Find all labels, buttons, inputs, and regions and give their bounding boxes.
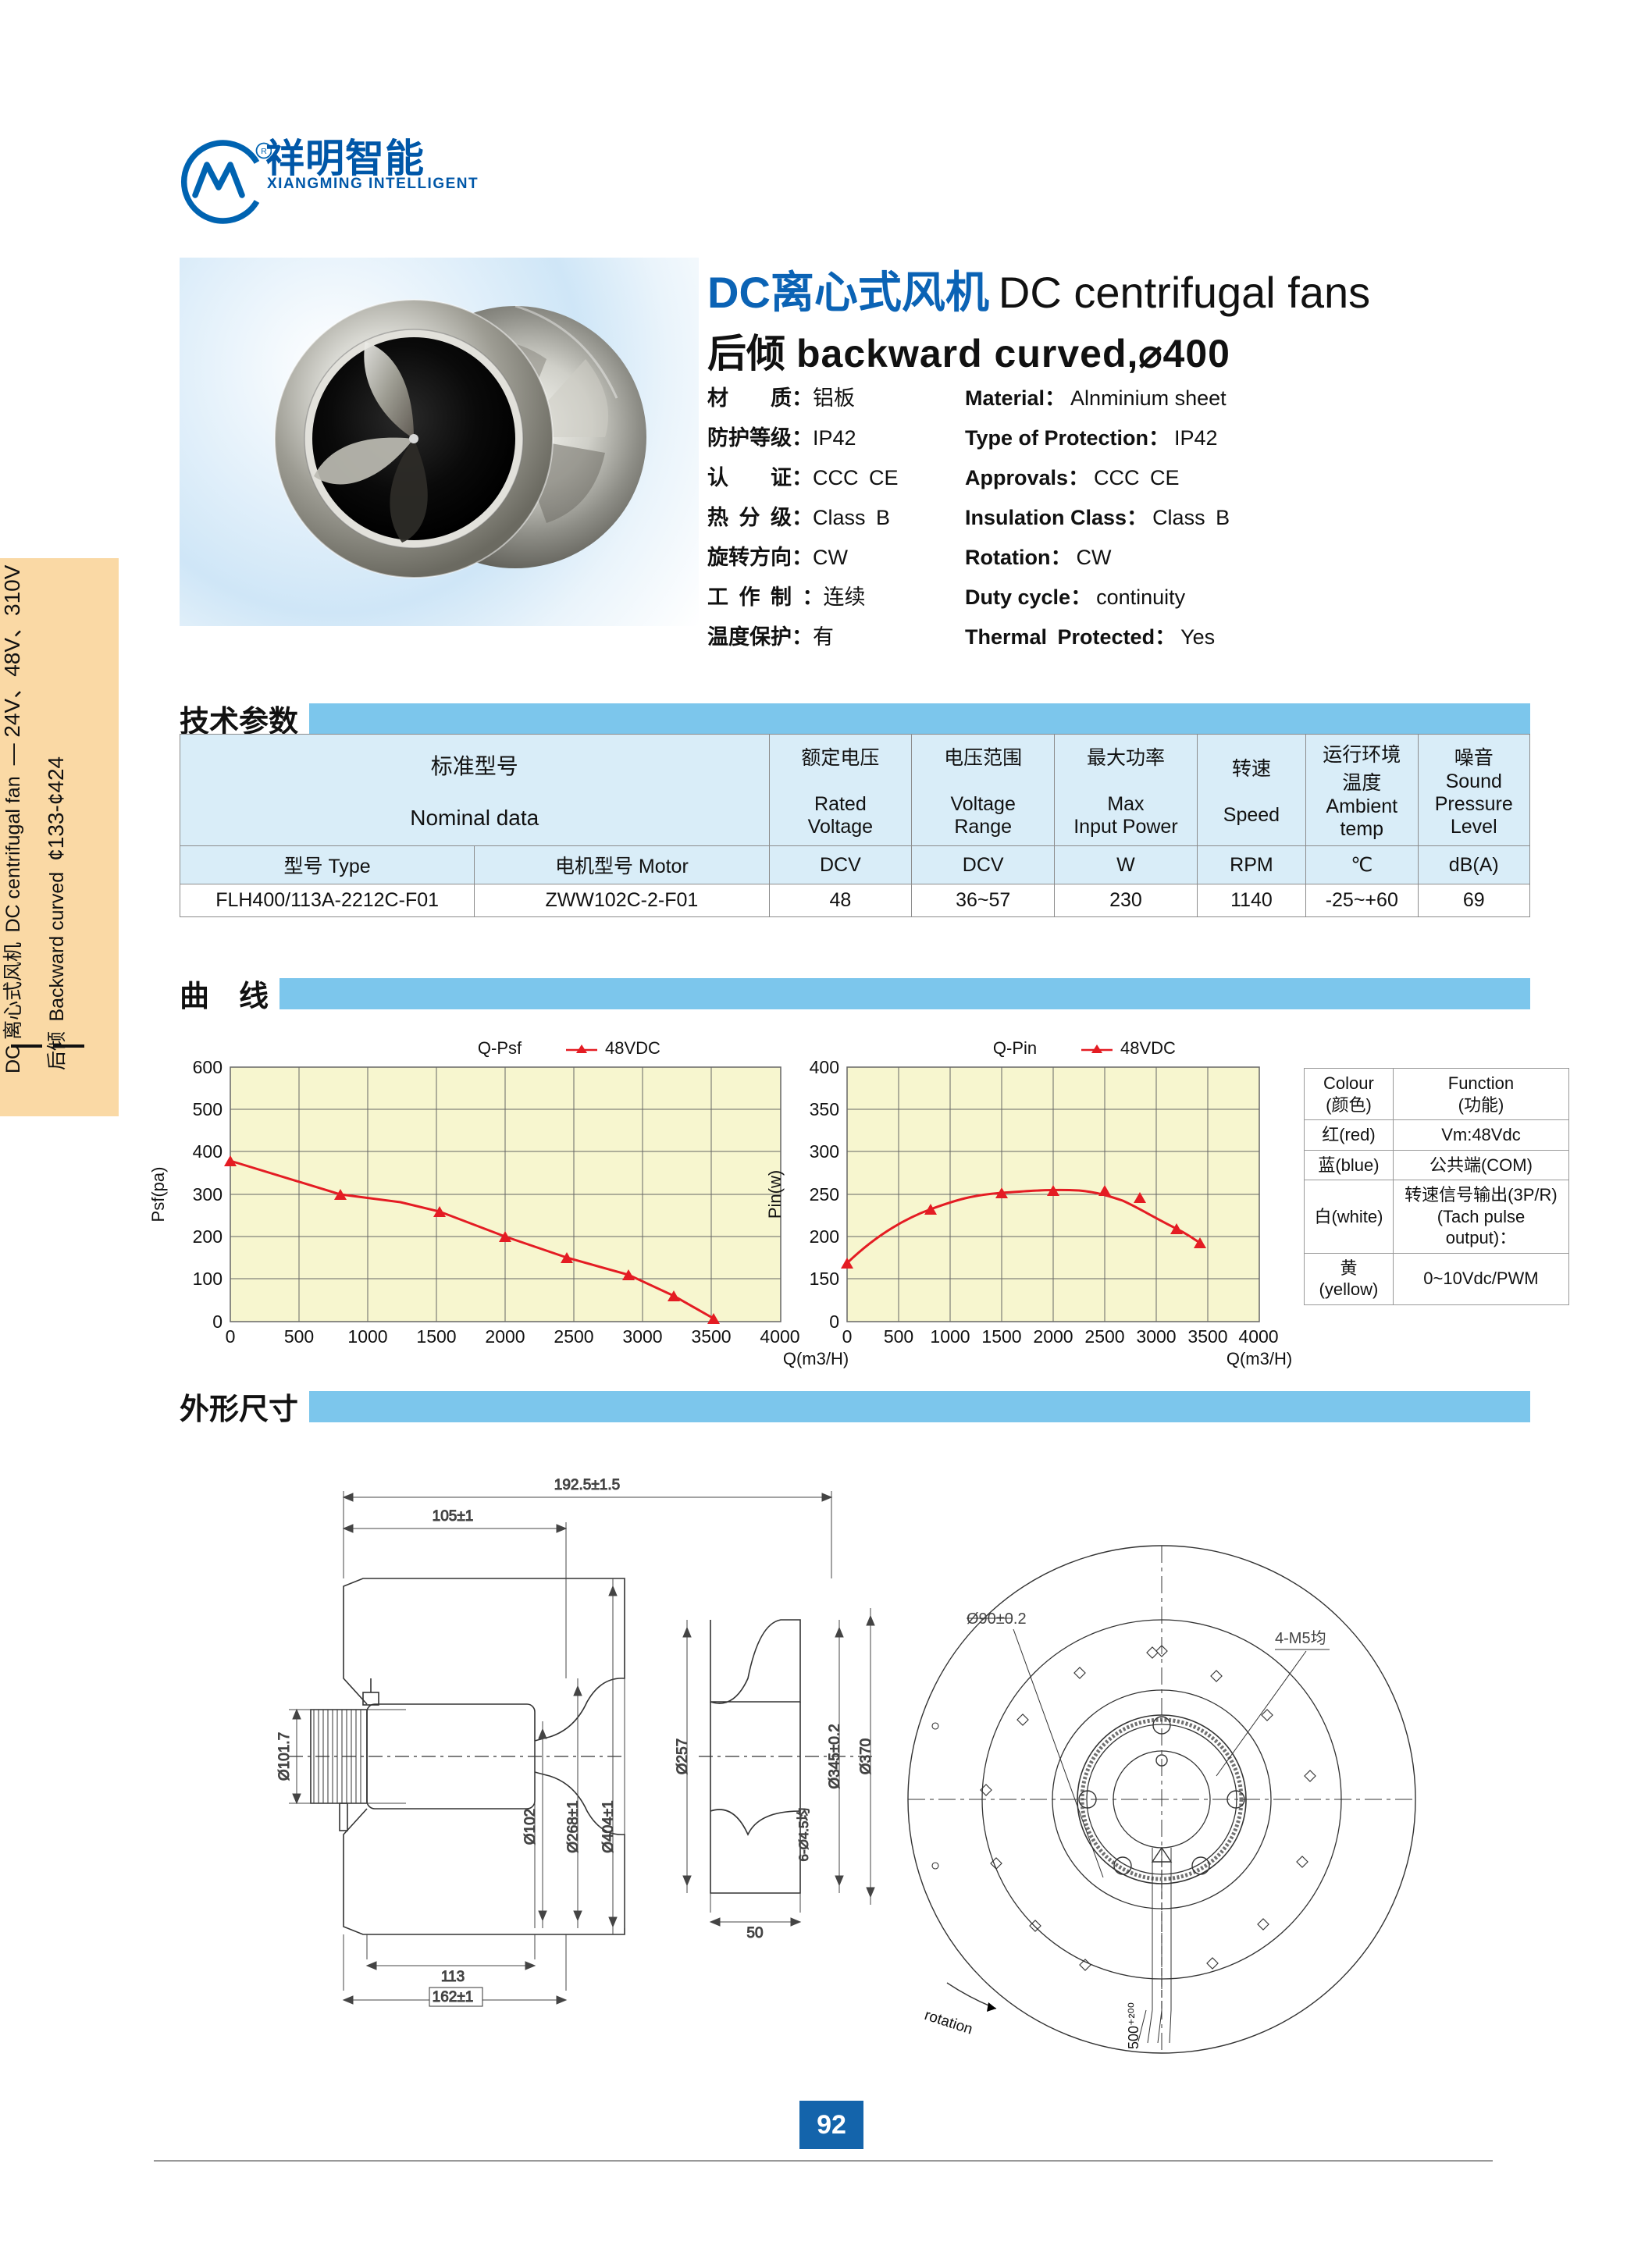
svg-text:100: 100 <box>193 1269 223 1289</box>
svg-text:3000: 3000 <box>1136 1326 1176 1347</box>
svg-text:48VDC: 48VDC <box>1120 1038 1176 1058</box>
svg-text:192.5±1.5: 192.5±1.5 <box>554 1477 620 1493</box>
svg-text:Pin(w): Pin(w) <box>765 1170 785 1219</box>
svg-text:1000: 1000 <box>347 1326 387 1347</box>
svg-text:105±1: 105±1 <box>433 1508 474 1525</box>
svg-text:4000: 4000 <box>1238 1326 1278 1347</box>
svg-text:Ø90±0.2: Ø90±0.2 <box>967 1610 1027 1628</box>
svg-text:Psf(pa): Psf(pa) <box>148 1167 168 1222</box>
svg-text:113: 113 <box>441 1969 465 1985</box>
svg-text:500⁺²⁰⁰: 500⁺²⁰⁰ <box>1126 2002 1141 2049</box>
svg-text:Ø268±1: Ø268±1 <box>565 1800 582 1852</box>
svg-text:2000: 2000 <box>1033 1326 1073 1347</box>
svg-text:2500: 2500 <box>554 1326 593 1347</box>
svg-text:400: 400 <box>810 1057 839 1077</box>
svg-text:0: 0 <box>226 1326 236 1347</box>
svg-text:300: 300 <box>810 1141 839 1162</box>
svg-text:250: 250 <box>810 1184 839 1205</box>
svg-text:Q-Psf: Q-Psf <box>478 1038 522 1058</box>
svg-text:48VDC: 48VDC <box>605 1038 660 1058</box>
svg-text:162±1: 162±1 <box>433 1989 474 2005</box>
svg-text:Ø101.7: Ø101.7 <box>276 1732 293 1781</box>
svg-text:300: 300 <box>193 1184 223 1205</box>
svg-text:1500: 1500 <box>416 1326 456 1347</box>
svg-text:500: 500 <box>284 1326 314 1347</box>
svg-text:500: 500 <box>193 1099 223 1119</box>
svg-text:0: 0 <box>212 1311 223 1332</box>
svg-text:Ø257: Ø257 <box>675 1738 691 1774</box>
svg-text:2000: 2000 <box>485 1326 525 1347</box>
svg-text:1500: 1500 <box>981 1326 1021 1347</box>
svg-text:Q(m3/H): Q(m3/H) <box>1227 1349 1292 1368</box>
svg-text:Ø370: Ø370 <box>858 1738 874 1774</box>
svg-text:0: 0 <box>842 1326 853 1347</box>
svg-text:Ø345±0.2: Ø345±0.2 <box>827 1724 843 1788</box>
svg-text:0: 0 <box>829 1311 839 1332</box>
svg-text:6-Ø4.5均᝖: 6-Ø4.5均᝖ <box>796 1808 811 1862</box>
svg-text:Ø404±1: Ø404±1 <box>600 1800 617 1852</box>
svg-text:Ø102: Ø102 <box>522 1809 539 1845</box>
svg-text:600: 600 <box>193 1057 223 1077</box>
svg-text:4-M5均᝖: 4-M5均᝖ <box>1275 1629 1326 1647</box>
svg-text:200: 200 <box>193 1226 223 1247</box>
svg-text:2500: 2500 <box>1084 1326 1124 1347</box>
svg-text:rotation: rotation <box>922 2007 974 2038</box>
svg-text:50: 50 <box>746 1925 763 1941</box>
svg-text:1000: 1000 <box>930 1326 970 1347</box>
svg-text:3500: 3500 <box>1187 1326 1227 1347</box>
svg-text:3500: 3500 <box>691 1326 731 1347</box>
svg-text:3000: 3000 <box>622 1326 662 1347</box>
svg-text:500: 500 <box>884 1326 913 1347</box>
svg-text:200: 200 <box>810 1226 839 1247</box>
svg-text:Q-Pin: Q-Pin <box>993 1038 1037 1058</box>
svg-text:400: 400 <box>193 1141 223 1162</box>
svg-text:350: 350 <box>810 1099 839 1119</box>
svg-text:150: 150 <box>810 1269 839 1289</box>
